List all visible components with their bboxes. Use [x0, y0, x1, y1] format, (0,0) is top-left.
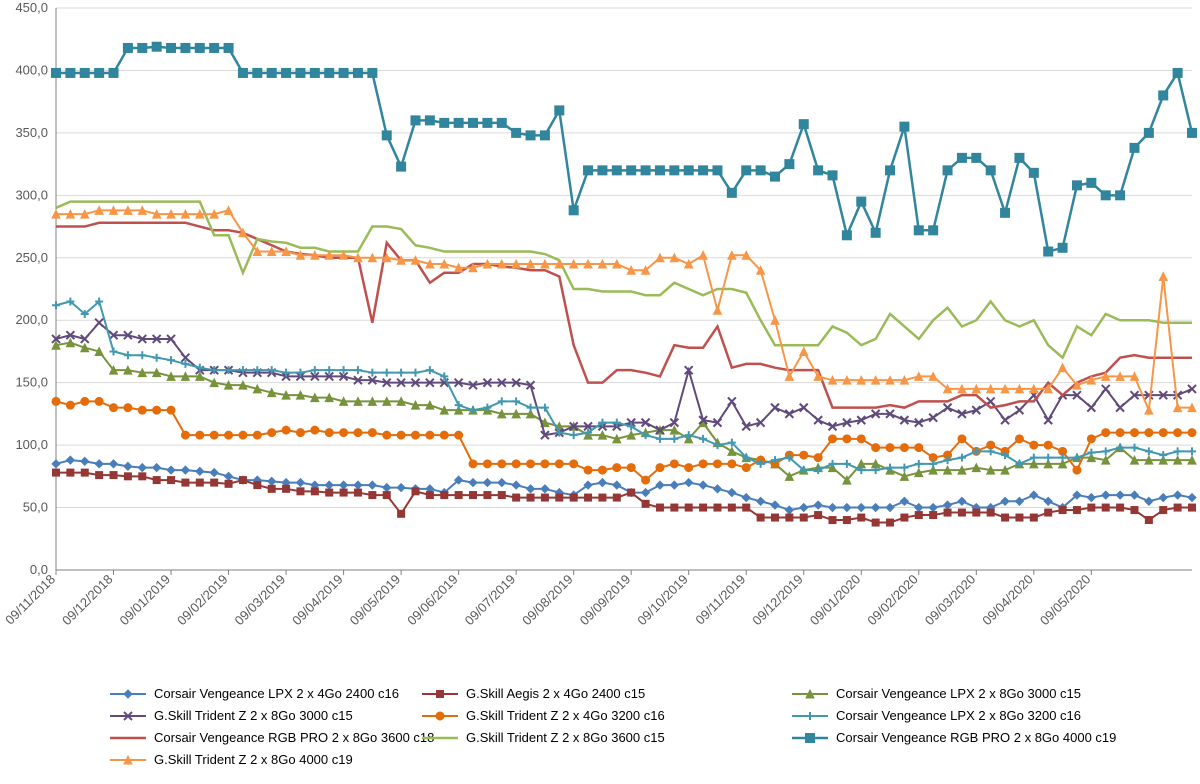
x-tick-label: 09/05/2019 [347, 572, 404, 629]
x-tick-label: 09/04/2020 [979, 572, 1036, 629]
x-tick-label: 09/11/2018 [2, 572, 58, 628]
legend-label: G.Skill Aegis 2 x 4Go 2400 c15 [466, 686, 645, 701]
x-tick-label: 09/01/2019 [117, 572, 174, 629]
y-tick-label: 50,0 [23, 500, 48, 515]
x-tick-label: 09/04/2019 [289, 572, 346, 629]
x-tick-label: 09/03/2020 [922, 572, 979, 629]
x-tick-label: 09/12/2018 [59, 572, 116, 629]
y-tick-label: 300,0 [15, 187, 48, 202]
x-tick-label: 09/06/2019 [404, 572, 461, 629]
legend-label: Corsair Vengeance LPX 2 x 8Go 3200 c16 [836, 708, 1081, 723]
legend-label: Corsair Vengeance RGB PRO 2 x 8Go 4000 c… [836, 730, 1116, 745]
x-tick-label: 09/02/2019 [174, 572, 231, 629]
x-tick-label: 09/10/2019 [634, 572, 691, 629]
legend-label: Corsair Vengeance LPX 2 x 4Go 2400 c16 [154, 686, 399, 701]
legend-label: G.Skill Trident Z 2 x 8Go 3600 c15 [466, 730, 665, 745]
x-tick-label: 09/08/2019 [519, 572, 576, 629]
legend-label: Corsair Vengeance LPX 2 x 8Go 3000 c15 [836, 686, 1081, 701]
x-tick-label: 09/05/2020 [1037, 572, 1094, 629]
chart-svg: 0,050,0100,0150,0200,0250,0300,0350,0400… [0, 0, 1200, 784]
legend-label: Corsair Vengeance RGB PRO 2 x 8Go 3600 c… [154, 730, 434, 745]
legend-label: G.Skill Trident Z 2 x 8Go 3000 c15 [154, 708, 353, 723]
y-tick-label: 200,0 [15, 312, 48, 327]
x-tick-label: 09/12/2019 [749, 572, 806, 629]
x-tick-label: 09/09/2019 [577, 572, 634, 629]
y-tick-label: 100,0 [15, 437, 48, 452]
price-chart: 0,050,0100,0150,0200,0250,0300,0350,0400… [0, 0, 1200, 784]
legend-label: G.Skill Trident Z 2 x 8Go 4000 c19 [154, 752, 353, 767]
x-tick-label: 09/03/2019 [232, 572, 289, 629]
x-tick-label: 09/01/2020 [807, 572, 864, 629]
x-tick-label: 09/02/2020 [864, 572, 921, 629]
x-tick-label: 09/07/2019 [462, 572, 519, 629]
x-tick-label: 09/11/2019 [692, 572, 748, 628]
y-tick-label: 400,0 [15, 62, 48, 77]
y-tick-label: 450,0 [15, 0, 48, 15]
legend-label: G.Skill Trident Z 2 x 4Go 3200 c16 [466, 708, 665, 723]
y-tick-label: 350,0 [15, 125, 48, 140]
y-tick-label: 250,0 [15, 250, 48, 265]
y-tick-label: 150,0 [15, 375, 48, 390]
